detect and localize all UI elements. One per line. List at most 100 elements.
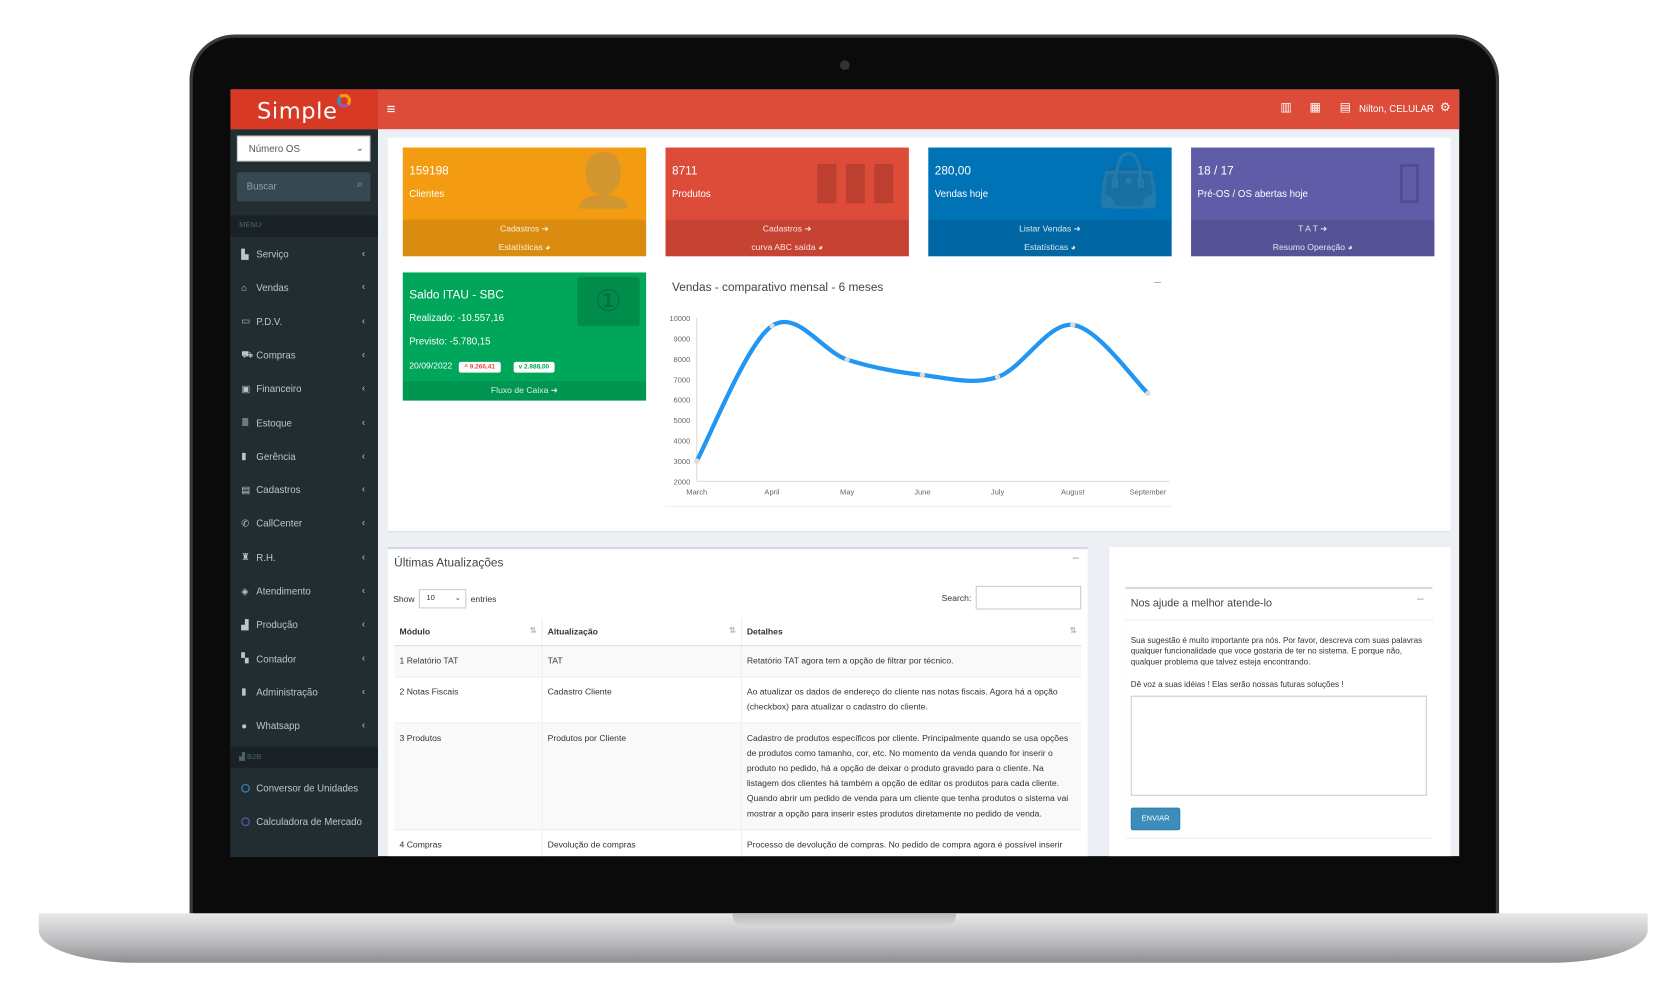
user-menu[interactable]: Nilton, CELULAR [1359,103,1434,115]
sidebar-item-produo[interactable]: ▟ Produção ‹ [230,610,378,640]
sidebar-item-estoque[interactable]: ≣ Estoque ‹ [230,408,378,438]
fluxo-caixa-link[interactable]: Fluxo de Caixa ➜ [490,385,558,396]
table-cell: Ao atualizar os dados de endereço do cli… [740,676,1082,724]
b2b-header: ▟ B2B [230,746,378,768]
sidebar-item-rh[interactable]: ♜ R.H. ‹ [230,542,378,572]
card-value: 280,00 [934,164,971,178]
sidebar-item-compras[interactable]: ⛟ Compras ‹ [230,340,378,370]
card-link[interactable]: curva ABC saída ◕ [751,242,824,252]
search-icon[interactable]: ⌕ [356,178,363,191]
collapse-button[interactable]: – [1417,592,1424,606]
menu-item-icon: ▚ [241,652,249,664]
send-button[interactable]: ENVIAR [1130,807,1181,831]
data-point [994,374,1001,380]
card-link[interactable]: Resumo Operação ◕ [1272,242,1353,252]
sidebar-item-whatsapp[interactable]: ● Whatsapp ‹ [230,711,378,741]
stat-card: ▮▮▮ 8711 Produtos Cadastros ➜ curva ABC saíd… [665,147,909,257]
menu-item-icon: ⛟ [241,348,254,360]
table-cell: Retatório TAT agora tem a opção de filtr… [740,645,1082,677]
column-header[interactable]: Módulo ⇅ [394,618,542,647]
y-tick-label: 6000 [674,396,691,405]
chart-box: Vendas - comparativo mensal - 6 meses – … [665,272,1172,508]
logo[interactable]: Simple [230,89,378,130]
card-link[interactable]: T A T ➜ [1298,223,1328,234]
data-point [1070,322,1076,328]
card-link[interactable]: Estatísticas ◕ [498,242,551,252]
table-cell: 4 Compras [394,829,542,857]
sidebar-item-callcenter[interactable]: ✆ CallCenter ‹ [230,509,378,539]
search-type-select[interactable]: Número OS ⌄ [236,135,371,162]
column-header[interactable]: Detalhes ⇅ [740,618,1082,647]
sidebar-item-administrao[interactable]: ▮ Administração ‹ [230,677,378,707]
sidebar-item-pdv[interactable]: ▭ P.D.V. ‹ [230,306,378,336]
sidebar-item-conversor[interactable]: Conversor de Unidades [230,773,378,803]
menu-icon[interactable]: ≡ [386,100,396,118]
card-link[interactable]: Cadastros ➜ [500,223,549,234]
search-label: Search: [941,592,972,603]
sidebar-item-calculadora[interactable]: Calculadora de Mercado [230,807,378,837]
sidebar-item-gerncia[interactable]: ▮ Gerência ‹ [230,441,378,471]
chevron-left-icon: ‹ [361,584,366,596]
menu-item-icon: ▮ [241,686,247,698]
user-plus-icon: 👤 [571,152,636,210]
sidebar-item-label: Cadastros [256,484,301,496]
card-link[interactable]: Cadastros ➜ [762,223,812,234]
menu-item-icon: ▭ [241,315,251,327]
saldo-up-badge: ^ 9.266,41 [458,361,501,373]
factory-icon: ▟ [239,753,245,762]
entries-select[interactable]: 10 ⌄ [418,589,467,609]
search-input[interactable]: Buscar ⌕ [236,172,371,202]
sidebar-item-servio[interactable]: ▙ Serviço ‹ [230,239,378,269]
sidebar-item-atendimento[interactable]: ◈ Atendimento ‹ [230,576,378,606]
saldo-realizado: Realizado: -10.557,16 [409,312,505,324]
y-tick-label: 3000 [674,457,691,466]
user-card-icon[interactable]: ▤ [1339,101,1351,115]
updates-box: Últimas Atualizações – Show 10 ⌄ entries Se… [387,547,1088,857]
cogs-icon[interactable]: ⚙ [1439,101,1451,115]
column-label: Detalhes [746,626,783,637]
card-link[interactable]: Estatísticas ◕ [1024,242,1076,252]
y-tick-label: 2000 [674,478,691,487]
menu-item-icon: ▟ [241,618,249,630]
sidebar-item-cadastros[interactable]: ▤ Cadastros ‹ [230,475,378,505]
feedback-box: Nos ajude a melhor atende-lo – Sua suges… [1125,586,1433,838]
chevron-left-icon: ‹ [361,348,366,360]
sort-icon[interactable]: ⇅ [529,625,537,636]
feedback-textarea[interactable] [1130,695,1427,796]
sidebar-item-vendas[interactable]: ⌂ Vendas ‹ [230,273,378,303]
collapse-button[interactable]: – [1072,551,1080,565]
data-point [919,372,926,378]
x-tick-label: June [914,487,930,496]
app-screen: Simple ≡ ▥ ▦ ▤ Nilton, CELULAR ⚙ Número … [230,89,1460,857]
saldo-title: Saldo ITAU - SBC [409,288,504,302]
calendar-icon[interactable]: ▦ [1309,101,1321,115]
data-point [694,458,700,464]
menu-item-icon: ▤ [241,484,251,495]
column-header[interactable]: Altualização ⇅ [541,618,741,647]
sort-icon[interactable]: ⇅ [728,625,737,636]
entries-label: entries [470,593,497,604]
sidebar-item-label: Calculadora de Mercado [256,816,362,828]
y-tick-label: 4000 [674,437,691,446]
card-link[interactable]: Listar Vendas ➜ [1019,223,1081,234]
menu-item-icon: ≣ [241,416,250,428]
sort-icon[interactable]: ⇅ [1069,625,1077,636]
sidebar-item-financeiro[interactable]: ▣ Financeiro ‹ [230,374,378,404]
menu-item-icon: ▙ [241,248,249,259]
shopping-bag-icon: 👜 [1096,152,1161,210]
sidebar-item-label: Whatsapp [256,720,300,732]
series-line [694,319,1150,462]
table-search-input[interactable] [975,585,1082,610]
table-row: 2 Notas Fiscais Cadastro Cliente Ao atuali… [394,676,1082,724]
y-tick-label: 8000 [674,355,691,364]
table-cell: 2 Notas Fiscais [394,676,542,724]
chevron-left-icon: ‹ [361,719,366,731]
data-point [1145,390,1151,397]
chevron-left-icon: ‹ [361,281,366,293]
sidebar-item-label: Administração [256,686,318,698]
sidebar-item-contador[interactable]: ▚ Contador ‹ [230,644,378,674]
chevron-left-icon: ‹ [361,247,366,259]
bar-chart-icon[interactable]: ▥ [1280,101,1292,115]
menu-header: MENU [230,215,378,237]
collapse-button[interactable]: – [1154,275,1161,289]
